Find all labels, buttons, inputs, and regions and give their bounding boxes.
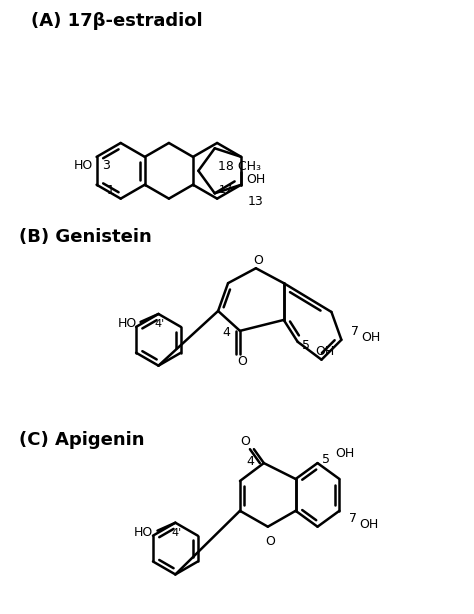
Text: HO: HO xyxy=(73,159,92,173)
Text: O: O xyxy=(240,435,250,448)
Text: (C) Apigenin: (C) Apigenin xyxy=(19,431,145,449)
Text: 17: 17 xyxy=(219,185,233,195)
Text: 18 CH₃: 18 CH₃ xyxy=(218,160,261,173)
Text: 7: 7 xyxy=(351,325,359,338)
Text: 3: 3 xyxy=(102,159,110,173)
Text: OH: OH xyxy=(336,446,355,460)
Text: OH: OH xyxy=(246,173,266,186)
Text: 5: 5 xyxy=(301,340,310,352)
Text: (B) Genistein: (B) Genistein xyxy=(19,228,152,246)
Text: 7: 7 xyxy=(349,512,357,525)
Text: OH: OH xyxy=(361,332,381,344)
Text: 4': 4' xyxy=(172,527,182,538)
Text: HO: HO xyxy=(118,317,137,330)
Text: (A) 17β-estradiol: (A) 17β-estradiol xyxy=(31,12,203,29)
Text: OH: OH xyxy=(316,345,335,358)
Text: 5: 5 xyxy=(321,453,329,465)
Text: HO: HO xyxy=(134,526,154,539)
Text: O: O xyxy=(237,355,247,368)
Text: O: O xyxy=(253,254,263,266)
Text: O: O xyxy=(265,535,275,548)
Text: 1: 1 xyxy=(107,184,115,197)
Text: 4': 4' xyxy=(155,319,165,329)
Text: 4: 4 xyxy=(222,327,230,340)
Text: 4: 4 xyxy=(246,454,254,468)
Text: 13: 13 xyxy=(247,195,263,208)
Text: OH: OH xyxy=(359,518,379,531)
